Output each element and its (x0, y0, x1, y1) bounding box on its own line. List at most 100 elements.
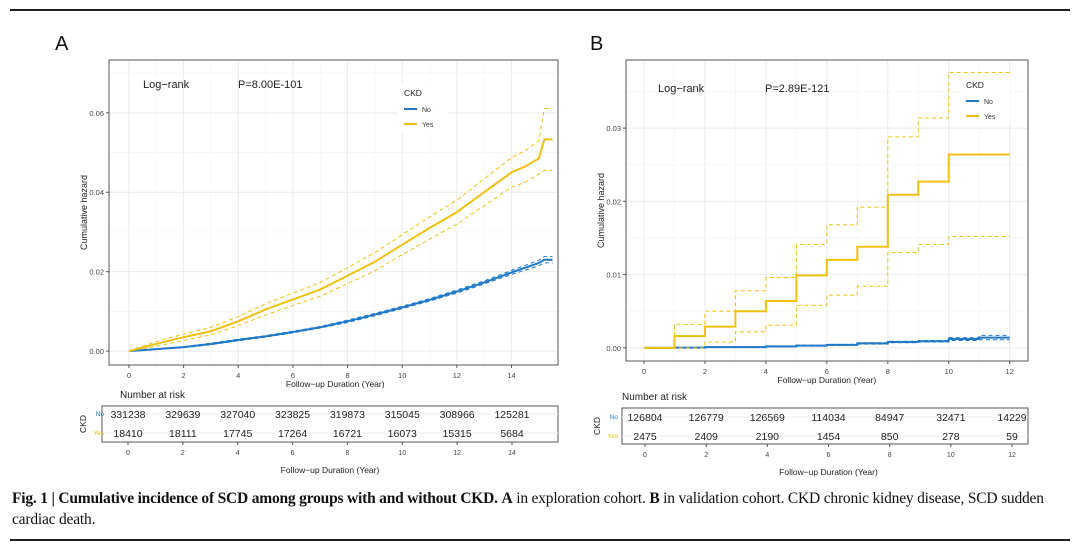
risk-value: 315045 (385, 409, 420, 421)
risk-x-tick-label: 10 (947, 452, 955, 459)
risk-value: 308966 (440, 409, 475, 421)
logrank-label: Log−rank (143, 79, 190, 91)
risk-x-tick-label: 2 (704, 452, 708, 459)
legend-title: CKD (404, 88, 422, 98)
y-tick-label: 0.02 (606, 197, 621, 206)
risk-x-tick-label: 0 (643, 452, 647, 459)
series-line-yes (643, 153, 1010, 349)
x-tick-label: 10 (398, 371, 406, 380)
risk-x-tick-label: 4 (236, 450, 240, 457)
risk-x-tick-label: 6 (827, 452, 831, 459)
risk-value: 125281 (494, 409, 529, 421)
risk-x-tick-label: 12 (1008, 452, 1016, 459)
ci-upper-no (128, 256, 553, 352)
bottom-rule (10, 539, 1070, 541)
x-tick-label: 0 (127, 371, 131, 380)
panel-label: A (55, 33, 69, 55)
risk-x-axis-label: Follow−up Duration (Year) (779, 467, 878, 477)
risk-value: 17745 (223, 428, 252, 440)
figure-canvas: A 0 2 4 6 8 10 12 14 0.00 0.02 0.04 0.06 Follow−up Du… (55, 33, 1029, 477)
risk-table-border (101, 405, 559, 443)
risk-value: 323825 (275, 409, 310, 421)
x-tick-label: 10 (945, 367, 953, 376)
risk-value: 114034 (811, 412, 845, 424)
risk-x-tick-label: 2 (181, 450, 185, 457)
figure-caption: Fig. 1 | Cumulative incidence of SCD amo… (12, 488, 1072, 530)
risk-value: 16721 (333, 428, 362, 440)
x-tick-label: 2 (703, 367, 707, 376)
risk-table-strata-label: CKD (592, 417, 602, 435)
x-tick-label: 12 (1006, 367, 1014, 376)
risk-x-tick-label: 8 (888, 452, 892, 459)
y-axis-label: Cumulative hazard (596, 173, 606, 248)
p-value-label: P=8.00E-101 (238, 79, 303, 91)
risk-value: 84947 (875, 412, 904, 424)
x-tick-label: 6 (291, 371, 295, 380)
y-tick-label: 0.03 (606, 124, 621, 133)
risk-x-axis-label: Follow−up Duration (Year) (281, 465, 380, 475)
series-line-no (128, 258, 553, 353)
risk-value: 2190 (756, 431, 780, 443)
p-value-label: P=2.89E-121 (765, 83, 830, 95)
y-tick-label: 0.06 (89, 109, 104, 118)
y-tick-label: 0.00 (89, 347, 104, 356)
risk-value: 126779 (689, 412, 724, 424)
risk-value: 15315 (443, 428, 472, 440)
legend-entry: Yes (422, 122, 434, 129)
y-axis-label: Cumulative hazard (79, 175, 89, 250)
x-tick-label: 8 (345, 371, 349, 380)
risk-value: 59 (1006, 431, 1018, 443)
risk-row-name-no: No (96, 411, 105, 418)
risk-value: 16073 (388, 428, 417, 440)
x-tick-label: 0 (642, 367, 646, 376)
ci-upper-yes (128, 107, 553, 352)
plot-border (108, 59, 559, 366)
legend: CKD No Yes (960, 76, 1010, 124)
panel-B: B 0 2 4 6 8 10 12 0.00 0.01 0.02 0.03 Follow−up Dura… (590, 33, 1029, 477)
panel-A: A 0 2 4 6 8 10 12 14 0.00 0.02 0.04 0.06 Follow−up Du… (55, 33, 559, 475)
x-tick-label: 14 (507, 371, 515, 380)
risk-x-tick-label: 10 (398, 450, 406, 457)
risk-row-name-yes: Yes (93, 430, 104, 437)
ci-lower-yes (643, 235, 1010, 349)
x-tick-label: 12 (453, 371, 461, 380)
risk-value: 5684 (500, 428, 524, 440)
risk-x-tick-label: 8 (345, 450, 349, 457)
legend-title: CKD (966, 80, 984, 90)
y-tick-label: 0.04 (89, 188, 104, 197)
legend: CKD No Yes (398, 84, 448, 132)
risk-value: 327040 (220, 409, 255, 421)
risk-value: 126569 (750, 412, 785, 424)
risk-value: 278 (942, 431, 960, 443)
risk-value: 14229 (997, 412, 1026, 424)
risk-x-tick-label: 4 (765, 452, 769, 459)
caption-title: Fig. 1 | Cumulative incidence of SCD amo… (12, 490, 498, 507)
risk-value: 331238 (110, 409, 145, 421)
x-tick-label: 4 (764, 367, 768, 376)
risk-table-border (621, 407, 1029, 445)
risk-value: 32471 (936, 412, 965, 424)
x-tick-label: 8 (886, 367, 890, 376)
legend-entry: No (422, 107, 431, 114)
risk-x-tick-label: 12 (453, 450, 461, 457)
y-tick-label: 0.00 (606, 344, 621, 353)
risk-value: 850 (881, 431, 899, 443)
caption-b-label: B (649, 490, 660, 507)
series-line-yes (128, 138, 553, 353)
caption-a-label: A (501, 490, 513, 507)
risk-x-tick-label: 0 (126, 450, 130, 457)
risk-value: 1454 (817, 431, 841, 443)
y-tick-label: 0.02 (89, 268, 104, 277)
caption-b-text: in validation cohort. CKD chronic kidney… (12, 490, 1044, 528)
caption-a-text: in exploration cohort. (512, 490, 650, 507)
risk-row-name-no: No (610, 414, 619, 421)
x-axis-label: Follow−up Duration (Year) (286, 379, 385, 389)
x-tick-label: 6 (825, 367, 829, 376)
risk-row-name-yes: Yes (607, 433, 618, 440)
risk-x-tick-label: 6 (291, 450, 295, 457)
risk-table-strata-label: CKD (78, 415, 88, 433)
risk-value: 126804 (627, 412, 662, 424)
risk-table: Number at risk No 331238 329639 327040 323825… (78, 390, 559, 475)
risk-table-title: Number at risk (622, 392, 688, 403)
